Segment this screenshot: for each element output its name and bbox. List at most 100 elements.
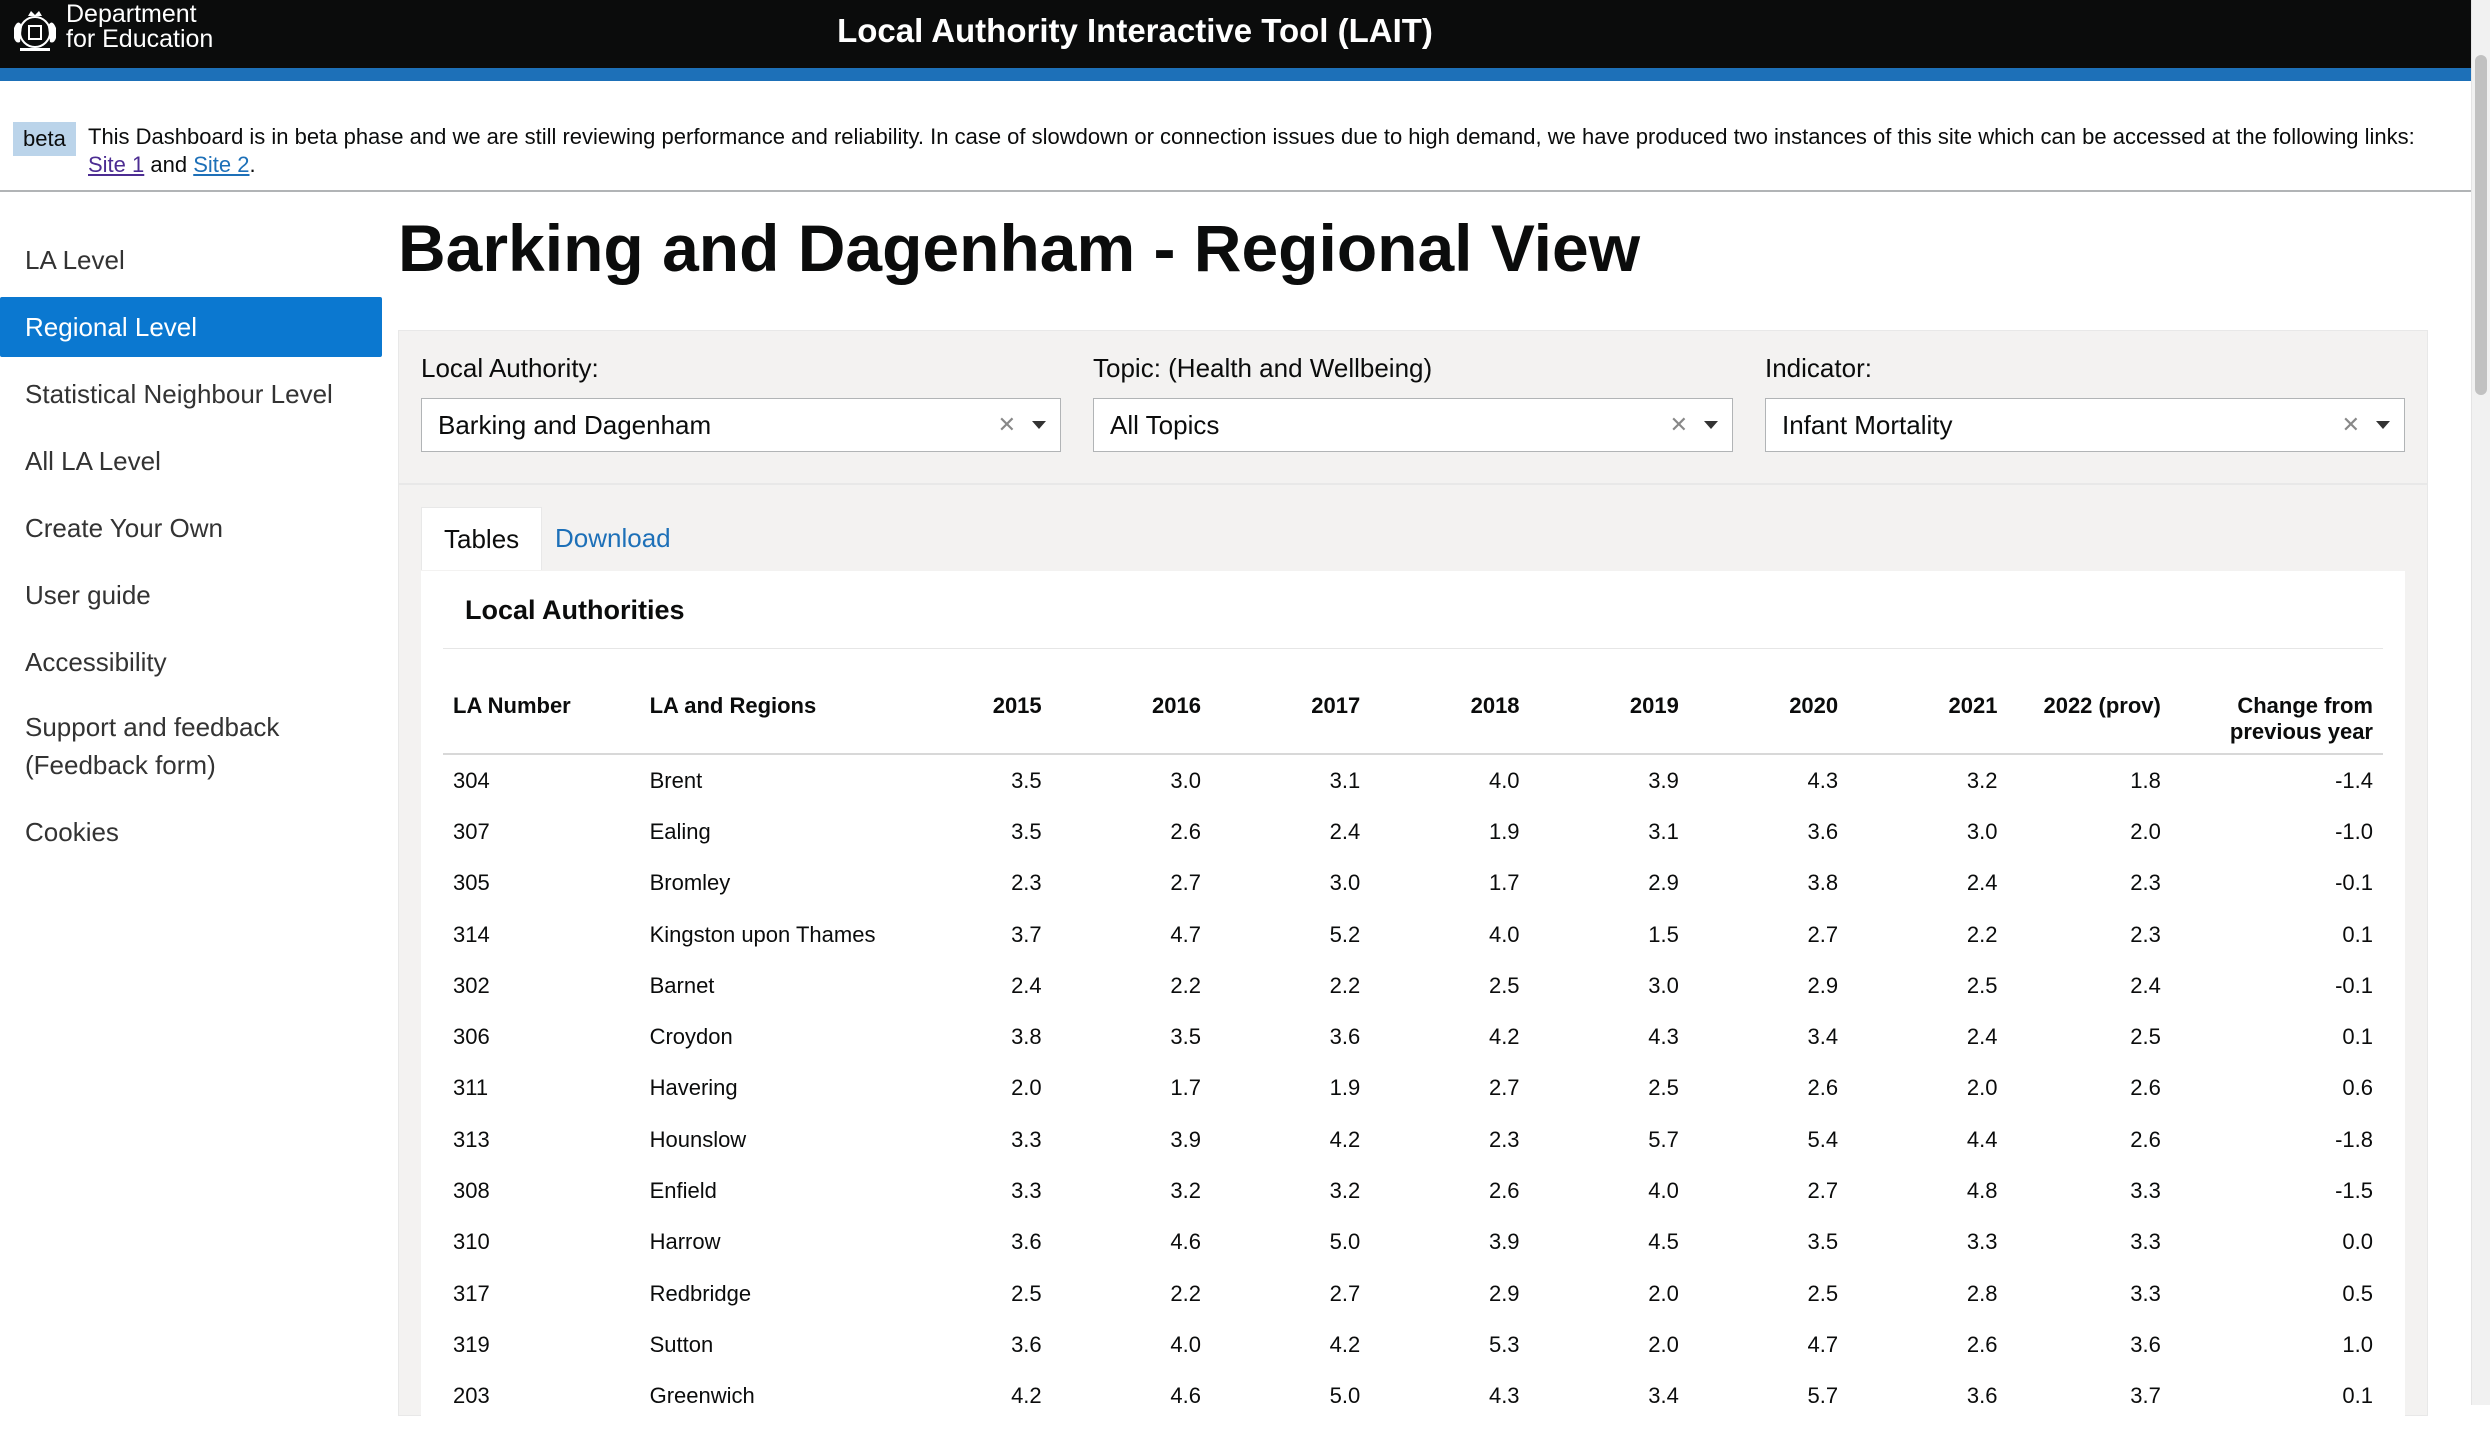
table-cell: 5.3 [1488,1331,1520,1357]
table-cell: 4.0 [1170,1331,1201,1357]
table-cell: 3.2 [1170,1178,1201,1204]
table-cell: 5.0 [1329,1383,1361,1409]
chevron-down-icon[interactable] [1704,421,1718,429]
table-cell: 5.2 [1329,921,1361,947]
table-cell: 2.8 [1966,1280,1998,1306]
sidebar-item-regional-level[interactable]: Regional Level [0,297,382,357]
table-cell: 4.3 [1648,1024,1679,1050]
sidebar-item-accessibility[interactable]: Accessibility [25,647,167,677]
table-row: 305 Bromley 2.3 2.7 3.0 1.7 2.9 3.8 2.4 2.3 -0.1 [443,858,2383,909]
column-header[interactable]: Change from previous year [2229,693,2373,744]
table-cell: 4.8 [1966,1178,1998,1204]
column-header[interactable]: 2017 [1311,693,1361,718]
column-header[interactable]: 2015 [992,693,1042,718]
chevron-down-icon[interactable] [1032,421,1046,429]
table-cell: 2.2 [1170,1280,1201,1306]
table-cell: 3.3 [2130,1178,2161,1204]
sidebar-item-la-level[interactable]: LA Level [25,245,125,275]
indicator-select[interactable]: Infant Mortality ✕ [1765,398,2405,452]
table-cell: 2.7 [1807,1178,1839,1204]
table-cell: 313 [453,1126,490,1152]
table-cell: 5.4 [1807,1126,1839,1152]
table-cell: 2.4 [1011,972,1042,998]
department-logo-text[interactable]: Department for Education [66,2,213,52]
filter-panel: Local Authority: Barking and Dagenham ✕ … [398,330,2428,484]
table-cell: 2.6 [2130,1126,2161,1152]
table-cell: 2.2 [1170,972,1201,998]
chevron-down-icon[interactable] [2376,421,2390,429]
sidebar-item-statistical-neighbour-level[interactable]: Statistical Neighbour Level [25,379,333,409]
royal-crest-logo [14,11,56,51]
scrollbar-thumb[interactable] [2475,55,2487,395]
sidebar-item-user-guide[interactable]: User guide [25,580,151,610]
sidebar-item-create-your-own[interactable]: Create Your Own [25,513,224,543]
clear-icon[interactable]: ✕ [997,412,1016,437]
table-cell: Greenwich [649,1383,755,1409]
column-header[interactable]: 2020 [1789,693,1839,718]
table-cell: 3.7 [2130,1383,2161,1409]
table-cell: 3.9 [1170,1126,1201,1152]
table-cell: 2.5 [1488,972,1520,998]
table-cell: 3.6 [1011,1229,1042,1255]
table-cell: Croydon [649,1024,733,1050]
column-header[interactable]: 2016 [1152,693,1201,718]
table-cell: 0.6 [2342,1075,2373,1101]
page-scrollbar[interactable] [2471,0,2490,1405]
local-authority-label: Local Authority: [421,353,599,383]
table-cell: 1.8 [2130,767,2161,793]
sidebar-item-all-la-level[interactable]: All LA Level [25,446,161,476]
table-title: Local Authorities [465,595,685,625]
table-header-row: LA Number LA and Regions 2015 2016 2017 … [443,683,2383,754]
table-cell: 311 [453,1075,489,1101]
column-header[interactable]: 2022 (prov) [2043,693,2161,718]
table-cell: 314 [453,921,490,947]
table-cell: 1.5 [1648,921,1679,947]
table-cell: 3.1 [1329,767,1361,793]
table-cell: 4.7 [1170,921,1201,947]
table-cell: 2.6 [1170,818,1201,844]
table-cell: 4.4 [1966,1126,1998,1152]
clear-icon[interactable]: ✕ [2341,412,2360,437]
beta-message-text: This Dashboard is in beta phase and we a… [88,124,2415,149]
table-cell: 3.3 [1966,1229,1998,1255]
sidebar-item-support-feedback[interactable]: Support and feedback (Feedback form) [25,712,280,780]
table-cell: 2.2 [1329,972,1361,998]
table-row: 307 Ealing 3.5 2.6 2.4 1.9 3.1 3.6 3.0 2.0 -1.0 [443,806,2383,857]
site-header: Department for Education Local Authority… [0,0,2472,68]
table-cell: 3.6 [1011,1331,1042,1357]
sidebar-item-cookies[interactable]: Cookies [25,817,119,847]
table-cell: 4.2 [1329,1331,1361,1357]
table-cell: 3.6 [2130,1331,2161,1357]
table-cell: 4.0 [1648,1178,1679,1204]
table-cell: 319 [453,1331,490,1357]
topic-filter: Topic: (Health and Wellbeing) All Topics… [1093,353,1733,452]
beta-message: This Dashboard is in beta phase and we a… [88,123,2458,179]
tab-download[interactable]: Download [555,523,671,553]
table-row: 313 Hounslow 3.3 3.9 4.2 2.3 5.7 5.4 4.4 2.6 -1.8 [443,1114,2383,1165]
site-2-link[interactable]: Site 2 [193,152,250,177]
page-title: Barking and Dagenham - Regional View [398,211,1641,285]
topic-select[interactable]: All Topics ✕ [1093,398,1733,452]
site-1-link[interactable]: Site 1 [88,152,145,177]
table-cell: 3.9 [1488,1229,1520,1255]
column-header[interactable]: LA and Regions [649,693,817,718]
tab-tables[interactable]: Tables [421,507,543,570]
table-cell: 310 [453,1229,490,1255]
table-cell: Enfield [649,1178,717,1204]
column-header[interactable]: 2021 [1948,693,1998,718]
table-cell: 3.4 [1648,1383,1679,1409]
table-cell: Harrow [649,1229,721,1255]
local-authority-select[interactable]: Barking and Dagenham ✕ [421,398,1061,452]
table-cell: 2.5 [1807,1280,1839,1306]
table-cell: 4.3 [1488,1383,1520,1409]
clear-icon[interactable]: ✕ [1669,412,1688,437]
table-cell: -1.0 [2335,818,2373,844]
column-header[interactable]: LA Number [453,693,571,718]
table-cell: 4.2 [1011,1383,1042,1409]
column-header[interactable]: 2019 [1629,693,1679,718]
table-cell: 4.3 [1807,767,1839,793]
table-cell: 3.3 [2130,1280,2161,1306]
column-header[interactable]: 2018 [1470,693,1520,718]
banner-divider [0,190,2472,192]
table-cell: 3.4 [1807,1024,1839,1050]
